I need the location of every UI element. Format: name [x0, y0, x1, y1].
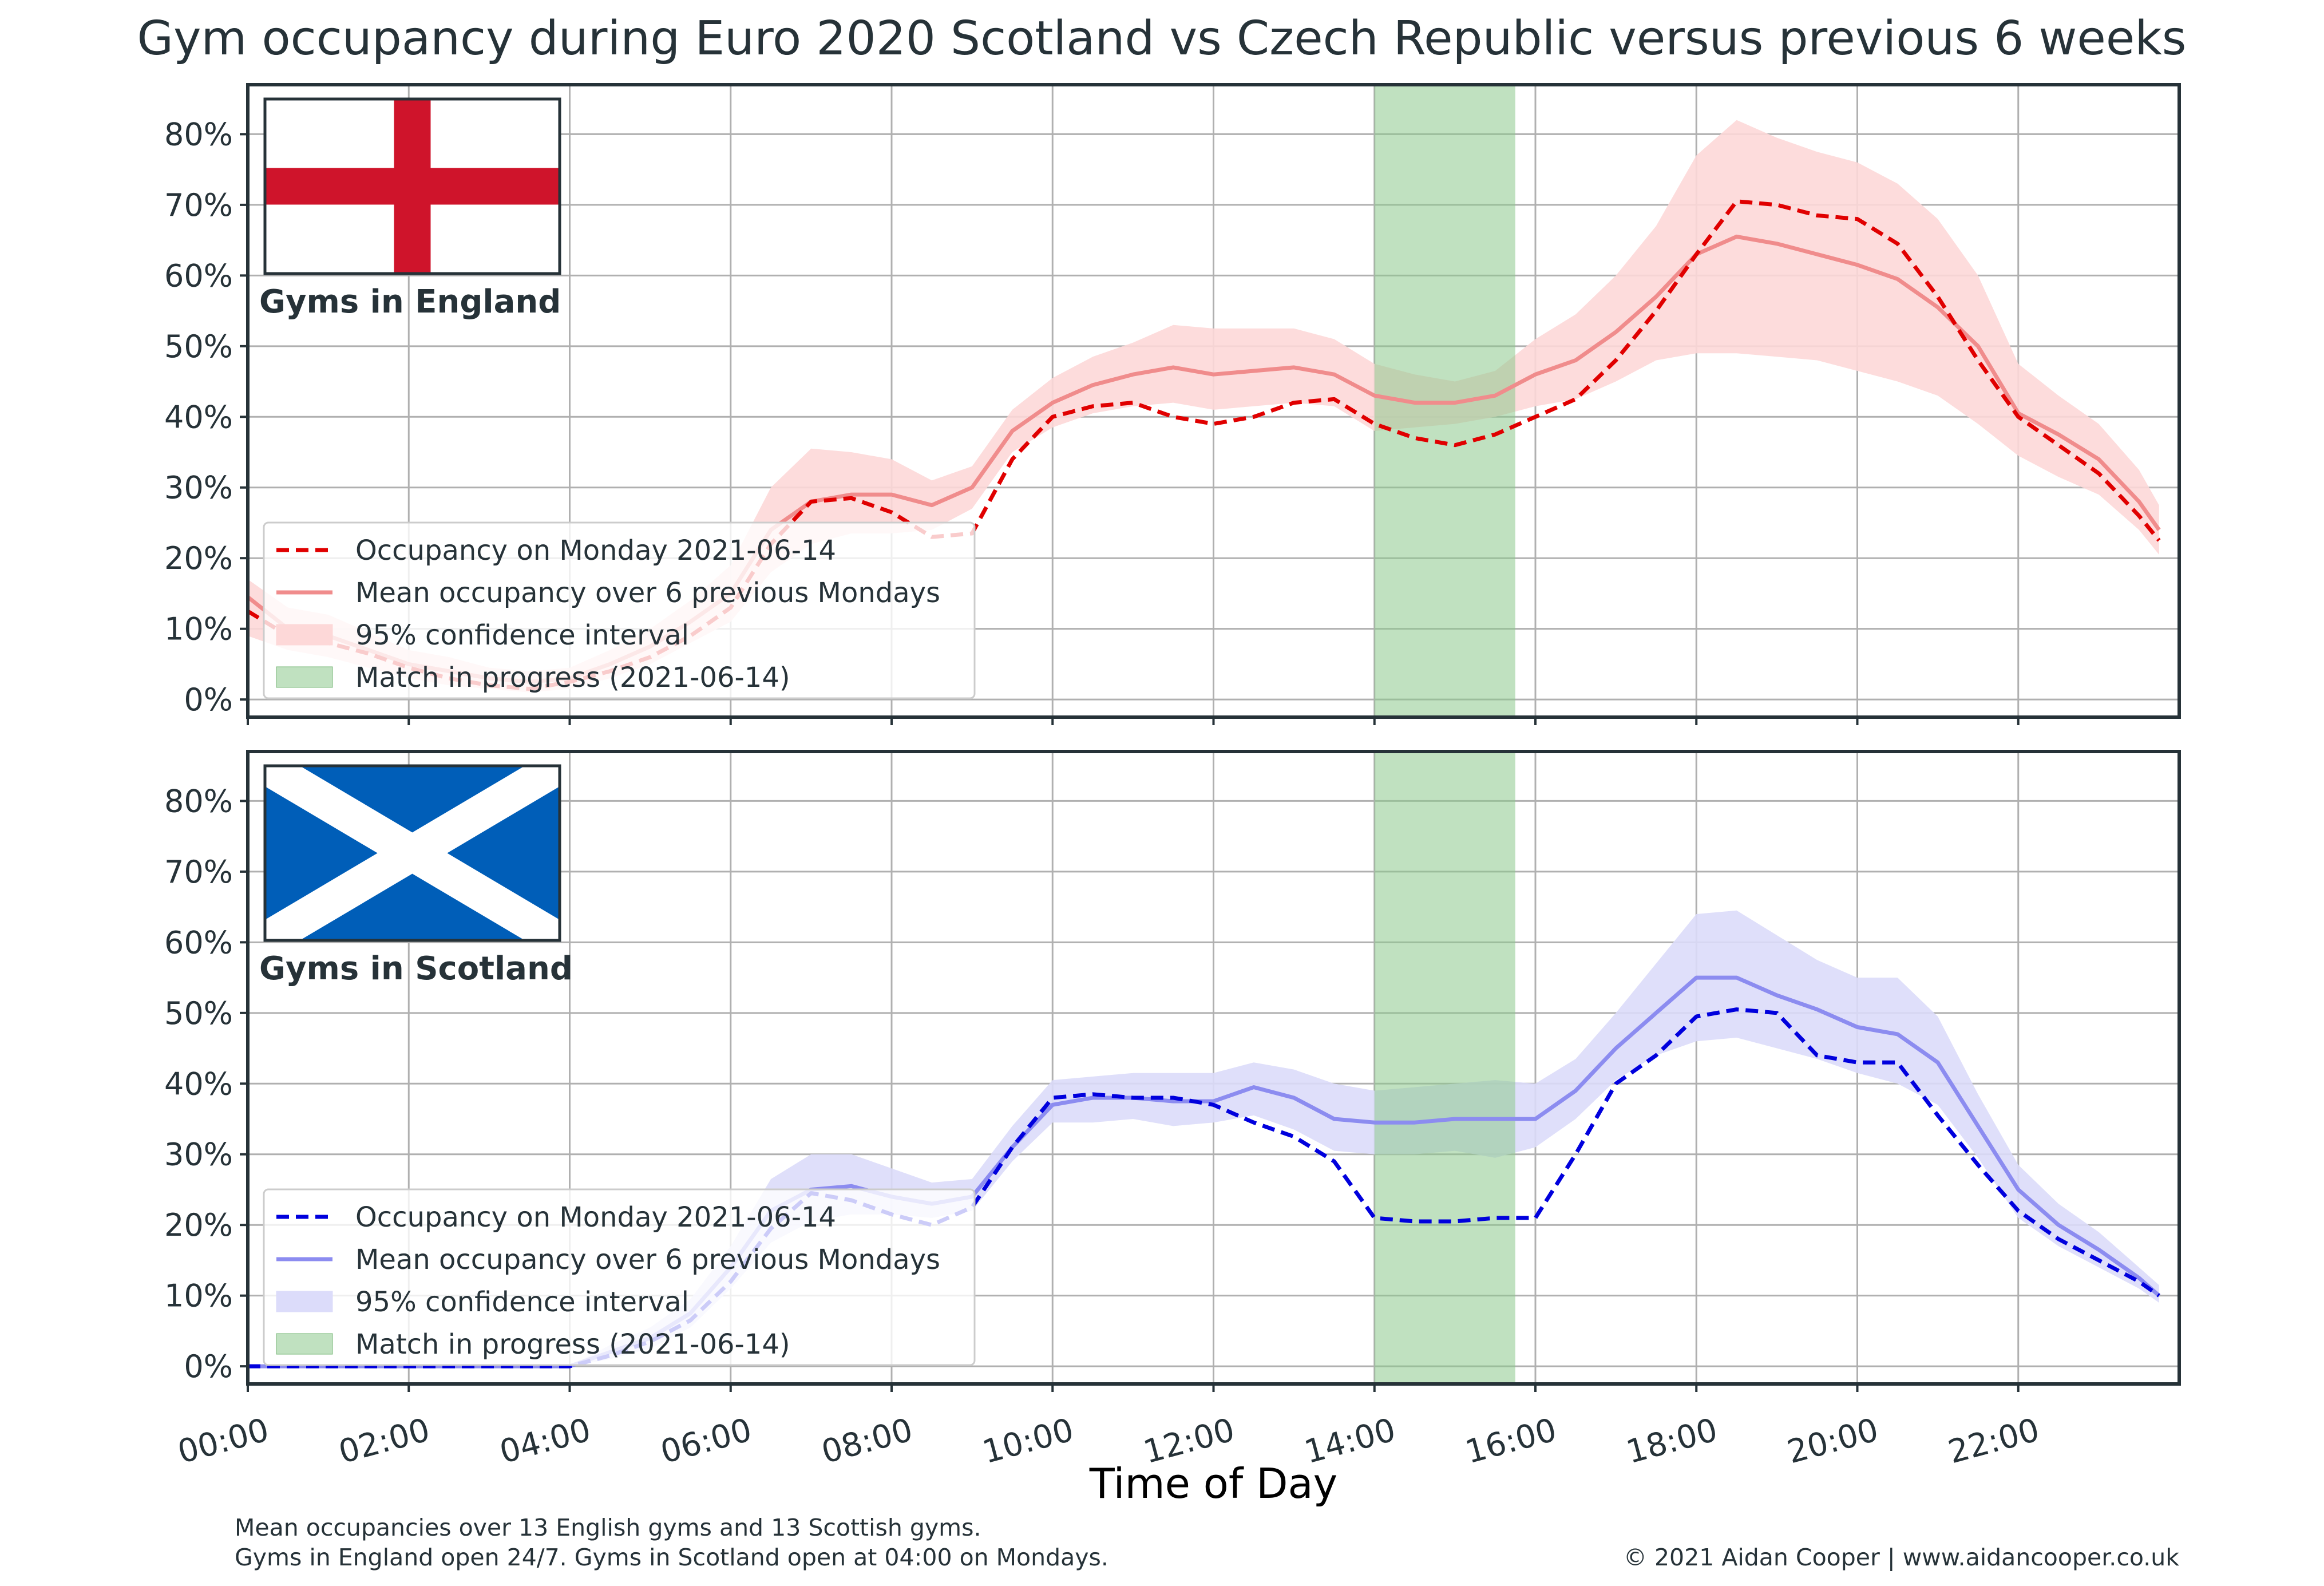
x-tick-label: 02:00	[335, 1411, 434, 1472]
scotland-flag-icon	[263, 764, 561, 942]
chart-panels: 0% 10% 20% 30% 40% 50% 60% 70% 80% Gyms in Englan…	[164, 83, 2181, 1508]
footer-credit: © 2021 Aidan Cooper | www.aidancooper.co…	[1624, 1544, 2179, 1571]
x-tick-label: 20:00	[1783, 1411, 1882, 1472]
x-tick-label: 18:00	[1622, 1411, 1721, 1472]
legend-label: Match in progress (2021-06-14)	[355, 1328, 790, 1360]
y-tick-label: 70%	[164, 854, 233, 890]
x-axis-label: Time of Day	[1089, 1460, 1338, 1508]
y-tick-label: 30%	[164, 1137, 233, 1173]
legend-label: Occupancy on Monday 2021-06-14	[355, 535, 836, 567]
legend-label: Match in progress (2021-06-14)	[355, 662, 790, 694]
flag-cross-horizontal	[265, 168, 560, 205]
y-tick-label: 70%	[164, 187, 233, 223]
legend-label: 95% confidence interval	[355, 1286, 689, 1318]
y-tick-label: 60%	[164, 258, 233, 294]
plot-area	[248, 85, 2179, 717]
legend-swatch-match	[276, 1333, 333, 1355]
y-tick-label: 60%	[164, 924, 233, 960]
match-day-occupancy-line	[248, 1007, 2160, 1369]
y-tick-label: 0%	[184, 682, 233, 718]
confidence-band	[248, 120, 2159, 693]
x-tick-label: 08:00	[818, 1411, 917, 1472]
flag-border	[263, 764, 561, 942]
region-label: Gyms in Scotland	[259, 950, 573, 987]
flag-border	[263, 97, 561, 275]
x-tick-label: 10:00	[979, 1411, 1078, 1472]
y-tick-label: 10%	[164, 1278, 233, 1314]
confidence-band	[248, 910, 2159, 1367]
y-tick-label: 10%	[164, 611, 233, 647]
y-tick-label: 0%	[184, 1348, 233, 1385]
y-tick-label: 80%	[164, 783, 233, 819]
legend-label: Occupancy on Monday 2021-06-14	[355, 1201, 836, 1233]
legend-box	[263, 1188, 976, 1366]
scotland-panel: 0% 10% 20% 30% 40% 50% 60% 70% 80% 00:00 02:00 04:0…	[164, 750, 2181, 1508]
flag-saltire-bar	[265, 766, 560, 940]
legend-swatch-match	[276, 666, 333, 688]
match-window	[1374, 752, 1515, 1384]
legend-label: 95% confidence interval	[355, 619, 689, 651]
x-tick-label: 04:00	[496, 1411, 595, 1472]
legend-swatch-band	[276, 624, 333, 646]
england-panel: 0% 10% 20% 30% 40% 50% 60% 70% 80% Gyms in Englan…	[164, 83, 2181, 725]
region-label: Gyms in England	[259, 283, 561, 321]
england-flag-icon	[263, 97, 561, 275]
y-tick-label: 20%	[164, 1207, 233, 1243]
legend-box	[263, 521, 976, 699]
flag-saltire	[265, 766, 560, 940]
x-tick-label: 22:00	[1945, 1411, 2044, 1472]
legend-label: Mean occupancy over 6 previous Mondays	[355, 1244, 940, 1276]
x-tick-label: 06:00	[657, 1411, 756, 1472]
legend-label: Mean occupancy over 6 previous Mondays	[355, 577, 940, 609]
y-tick-label: 40%	[164, 399, 233, 435]
y-tick-label: 20%	[164, 540, 233, 576]
figure-title: Gym occupancy during Euro 2020 Scotland …	[137, 11, 2186, 66]
legend: Occupancy on Monday 2021-06-14 Mean occup…	[263, 1188, 976, 1366]
y-tick-label: 40%	[164, 1066, 233, 1102]
legend: Occupancy on Monday 2021-06-14 Mean occup…	[263, 521, 976, 699]
legend-swatch-band	[276, 1291, 333, 1312]
y-tick-label: 50%	[164, 329, 233, 365]
x-tick-label: 00:00	[174, 1411, 273, 1472]
y-tick-label: 50%	[164, 995, 233, 1031]
y-tick-label: 30%	[164, 470, 233, 506]
x-tick-label: 16:00	[1462, 1411, 1561, 1472]
footer-note-line1: Mean occupancies over 13 English gyms an…	[235, 1514, 981, 1541]
y-tick-label: 80%	[164, 116, 233, 152]
footer-note-line2: Gyms in England open 24/7. Gyms in Scotl…	[235, 1544, 1108, 1571]
